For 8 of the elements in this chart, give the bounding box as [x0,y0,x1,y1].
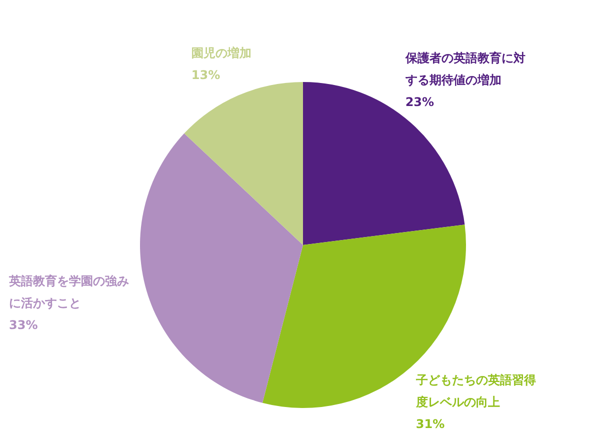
slice-label: 園児の増加 [191,44,252,62]
data-label: 23% [405,94,436,111]
data-label: 13% [191,66,222,84]
data-label: 33% [9,317,39,334]
slice-label: 英語教育を学園の強みに活かすこと [9,273,130,312]
slice-label: 保護者の英語教育に対する期待値の増加 [405,50,526,89]
slice-label: 子どもたちの英語習得度レベルの向上 [416,372,537,411]
data-label: 31% [416,416,446,433]
